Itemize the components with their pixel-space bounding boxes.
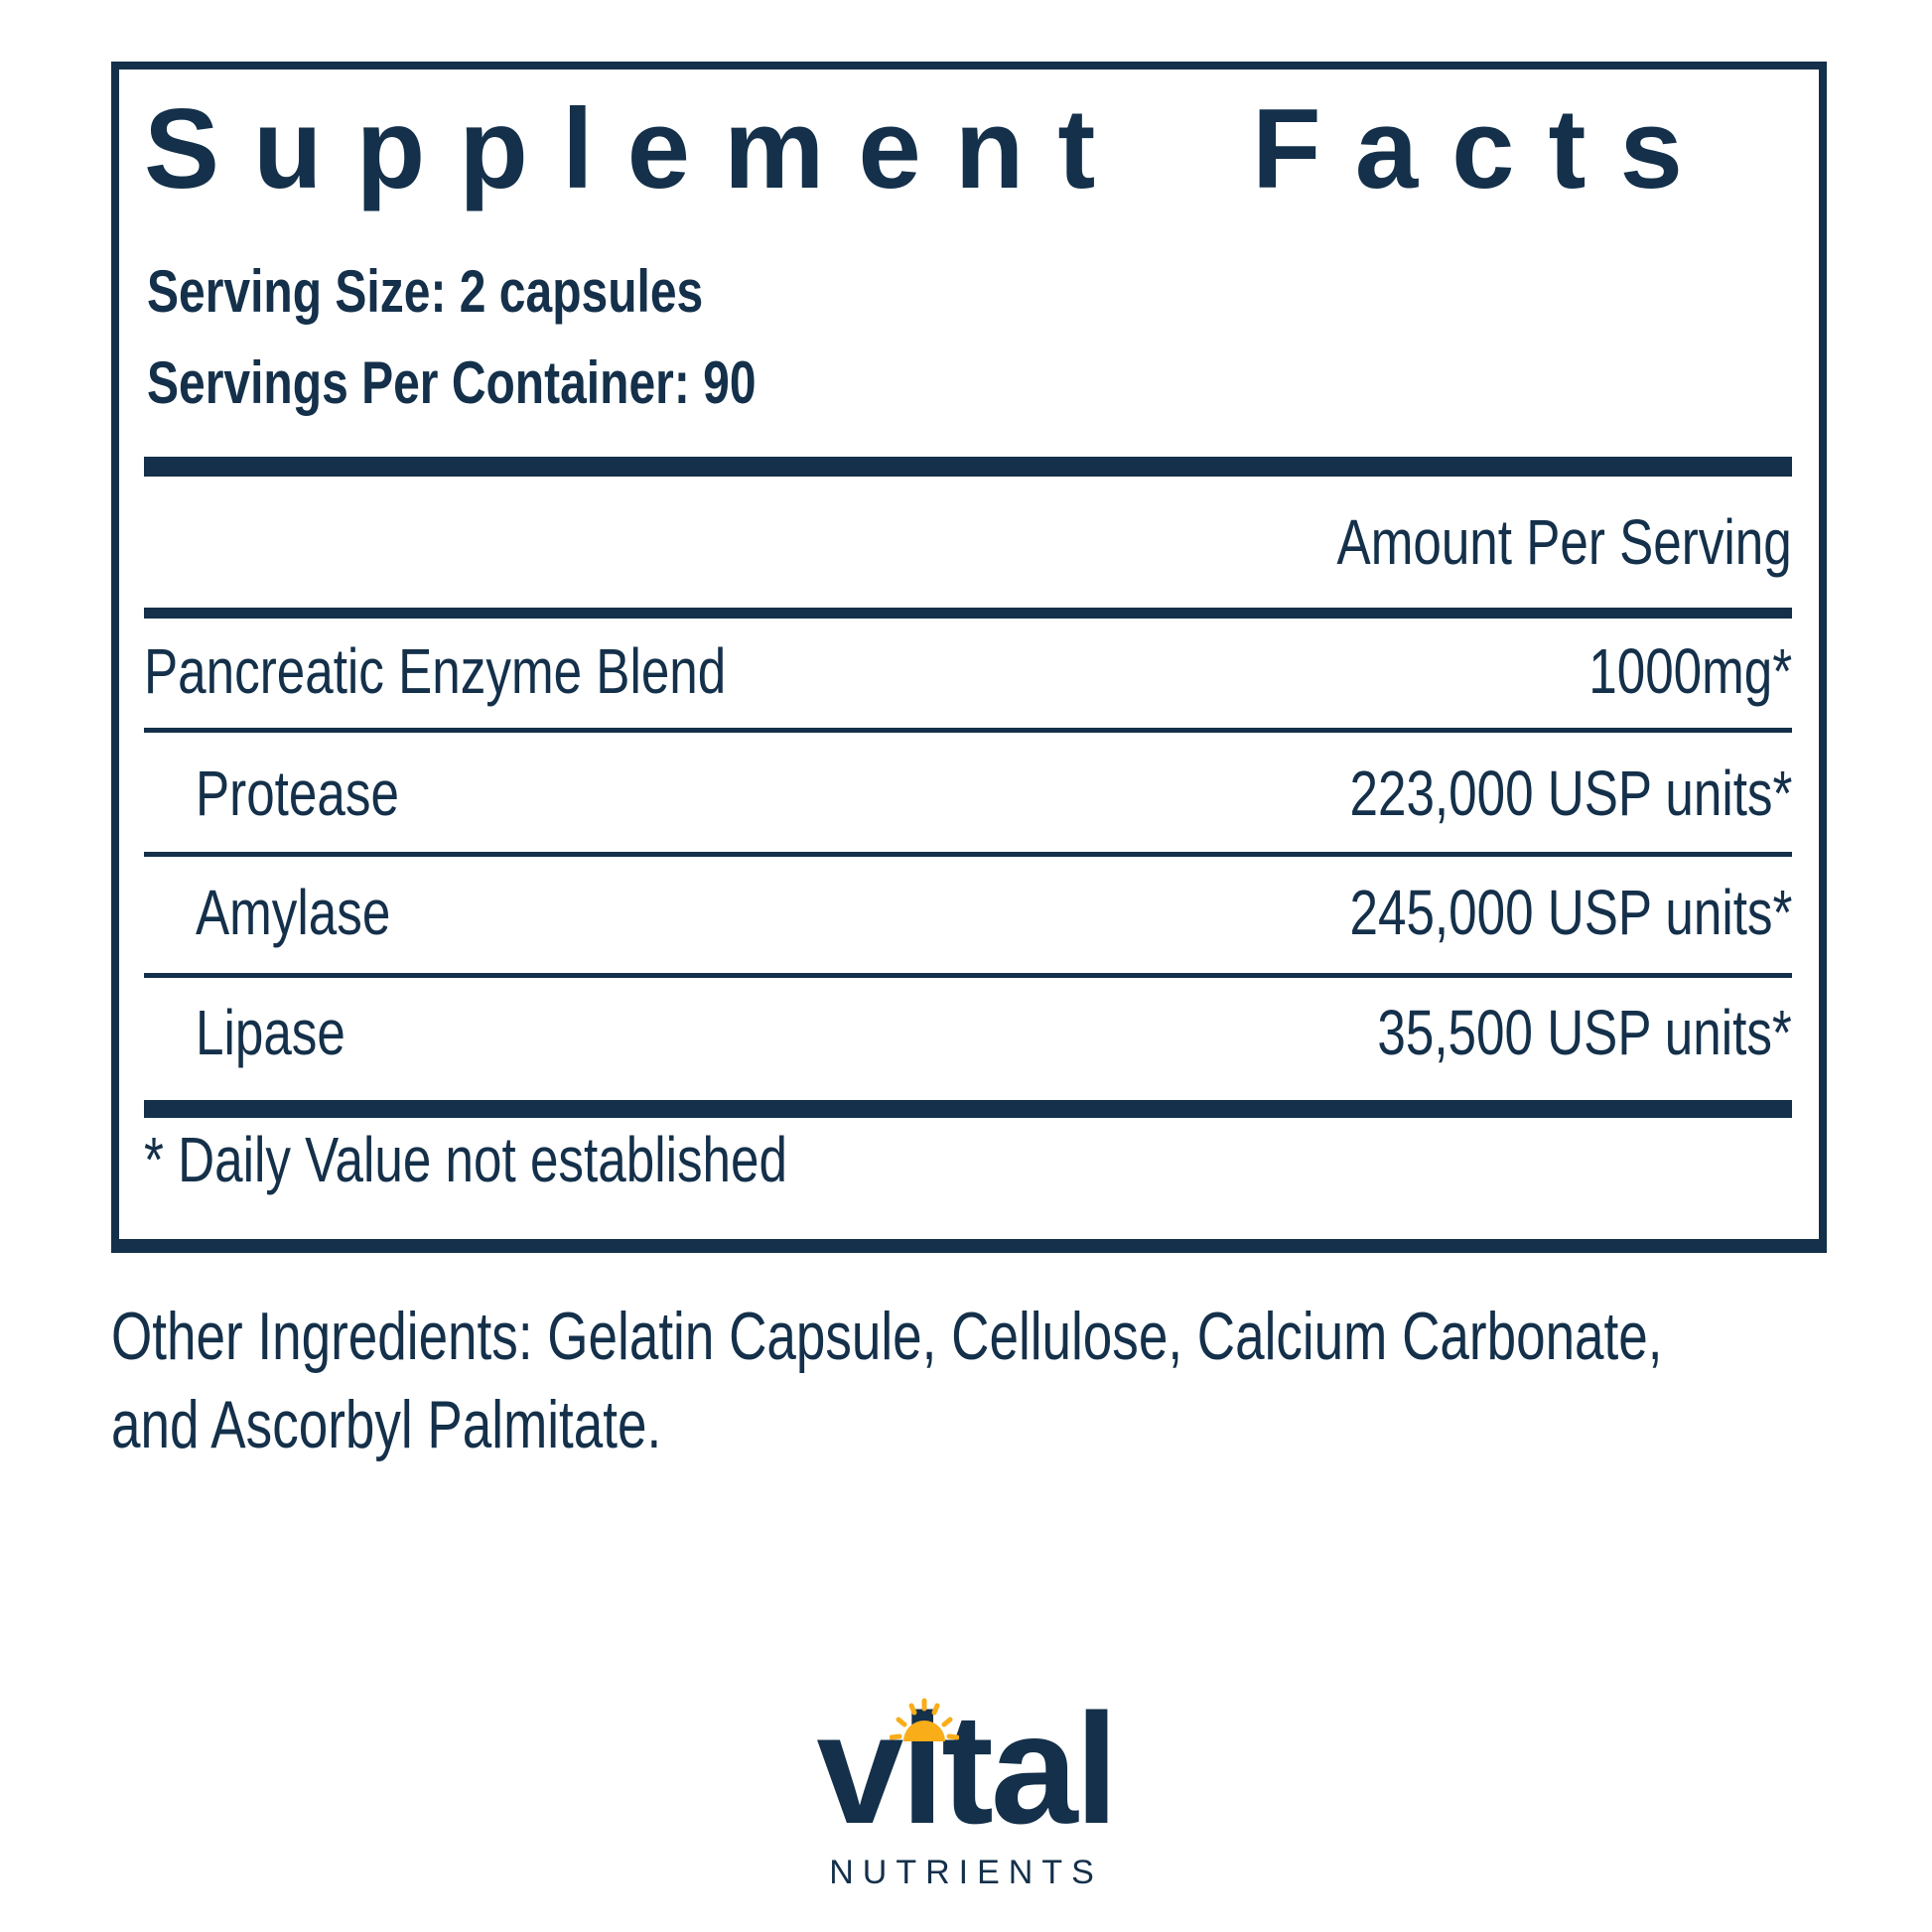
panel-title: Supplement Facts bbox=[144, 86, 1717, 212]
divider-thin bbox=[144, 852, 1792, 857]
serving-size-text: Serving Size: 2 capsules bbox=[147, 258, 704, 325]
brand-logo: vital NUTRIENTS bbox=[0, 1691, 1932, 1889]
sun-icon bbox=[890, 1698, 959, 1741]
ingredient-amount: 35,500 USP units* bbox=[1377, 997, 1792, 1068]
divider-heavy-top bbox=[144, 457, 1792, 477]
servings-per-container: Servings Per Container: 90 bbox=[147, 353, 908, 413]
ingredient-amount: 245,000 USP units* bbox=[1349, 877, 1792, 948]
divider-thin bbox=[144, 973, 1792, 978]
table-row: Amylase 245,000 USP units* bbox=[144, 881, 1792, 944]
ingredient-amount: 1000mg* bbox=[1588, 635, 1792, 707]
table-row: Protease 223,000 USP units* bbox=[144, 761, 1792, 825]
other-ingredients-line1: Other Ingredients: Gelatin Capsule, Cell… bbox=[111, 1299, 1663, 1374]
ingredient-label: Pancreatic Enzyme Blend bbox=[144, 635, 727, 707]
amount-per-serving-text: Amount Per Serving bbox=[1336, 506, 1792, 578]
other-ingredients-line2: and Ascorbyl Palmitate. bbox=[111, 1387, 662, 1463]
divider-heavy-bottom bbox=[144, 1100, 1792, 1118]
divider-thin bbox=[144, 728, 1792, 733]
ingredient-label: Amylase bbox=[196, 877, 391, 948]
serving-size: Serving Size: 2 capsules bbox=[147, 262, 842, 322]
daily-value-footnote: * Daily Value not established bbox=[144, 1128, 948, 1191]
brand-subtitle: NUTRIENTS bbox=[829, 1854, 1103, 1891]
supplement-facts-panel: Supplement Facts Serving Size: 2 capsule… bbox=[111, 62, 1827, 1253]
divider-medium bbox=[144, 608, 1792, 619]
table-row: Lipase 35,500 USP units* bbox=[144, 1001, 1792, 1064]
amount-per-serving-header: Amount Per Serving bbox=[144, 510, 1792, 574]
ingredient-label: Lipase bbox=[196, 997, 345, 1068]
other-ingredients: Other Ingredients: Gelatin Capsule, Cell… bbox=[111, 1293, 1932, 1469]
brand-wordmark: vital bbox=[816, 1682, 1118, 1857]
ingredient-amount: 223,000 USP units* bbox=[1349, 758, 1792, 829]
daily-value-footnote-text: * Daily Value not established bbox=[144, 1124, 787, 1195]
ingredient-label: Protease bbox=[196, 758, 399, 829]
servings-per-container-text: Servings Per Container: 90 bbox=[147, 349, 757, 416]
table-row: Pancreatic Enzyme Blend 1000mg* bbox=[144, 639, 1792, 703]
